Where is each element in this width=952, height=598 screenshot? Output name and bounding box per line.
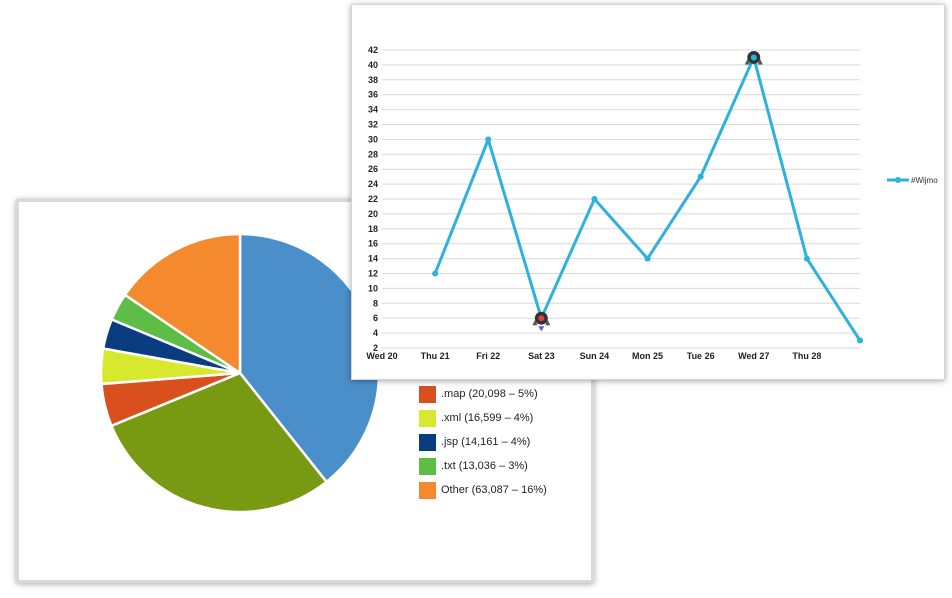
y-tick-label: 4 (373, 328, 378, 338)
y-tick-label: 6 (373, 313, 378, 323)
legend-label: .map (20,098 – 5%) (441, 388, 538, 400)
y-tick-label: 42 (368, 45, 378, 55)
pie-slice-6 (123, 232, 242, 376)
legend-label: .jsp (14,161 – 4%) (441, 436, 531, 448)
y-tick-label: 16 (368, 239, 378, 249)
legend-swatch (419, 409, 436, 427)
y-tick-label: 18 (368, 224, 378, 234)
data-point (591, 196, 598, 202)
x-tick-label: Tue 26 (687, 351, 715, 361)
data-point (697, 173, 704, 180)
y-tick-label: 2 (373, 343, 378, 353)
data-point (857, 337, 863, 344)
legend-swatch (419, 457, 436, 475)
x-tick-label: Thu 28 (792, 351, 821, 361)
x-tick-label: Thu 21 (421, 351, 450, 361)
legend-swatch (419, 433, 436, 451)
x-tick-label: Sun 24 (580, 351, 610, 361)
pie-chart (99, 232, 381, 514)
max-marker (744, 50, 763, 65)
line-chart-card: 2 4 6 8 10 12 14 16 18 20 22 24 26 28 30 32 34 36 38 40 42 We… (351, 4, 945, 380)
x-tick-label: Mon 25 (632, 351, 663, 361)
y-tick-label: 20 (368, 209, 378, 219)
pie-slice-1 (109, 371, 329, 514)
data-point (644, 255, 651, 262)
y-tick-label: 38 (368, 75, 378, 85)
y-tick-label: 22 (368, 194, 378, 204)
x-tick-label: Wed 20 (366, 351, 397, 361)
legend-label: .txt (13,036 – 3%) (441, 460, 528, 472)
y-tick-label: 40 (368, 60, 378, 70)
y-tick-label: 32 (368, 120, 378, 130)
min-marker (532, 311, 551, 332)
line-legend-label: #Wijmo (911, 176, 938, 185)
y-tick-label: 26 (368, 164, 378, 174)
x-tick-label: Fri 22 (476, 351, 500, 361)
x-tick-label: Wed 27 (738, 351, 769, 361)
y-tick-label: 34 (368, 105, 378, 115)
line-chart: 24681012141618202224262830323436384042We… (366, 45, 938, 361)
y-tick-label: 24 (368, 179, 378, 189)
y-tick-label: 12 (368, 269, 378, 279)
legend-label: .xml (16,599 – 4%) (441, 412, 534, 424)
y-tick-label: 8 (373, 298, 378, 308)
data-point (803, 255, 810, 262)
pie-legend-item: .map (20,098 – 5%) (419, 385, 538, 403)
y-tick-label: 10 (368, 283, 378, 293)
line-legend-marker (895, 177, 901, 183)
pie-legend-item: Other (63,087 – 16%) (419, 481, 547, 499)
data-point (485, 136, 492, 143)
legend-swatch (419, 481, 436, 499)
pie-legend-item: .xml (16,599 – 4%) (419, 409, 533, 427)
legend-label: Other (63,087 – 16%) (441, 484, 547, 496)
pie-legend-item: .jsp (14,161 – 4%) (419, 433, 530, 451)
y-tick-label: 28 (368, 149, 378, 159)
y-tick-label: 30 (368, 134, 378, 144)
y-tick-label: 14 (368, 254, 378, 264)
y-tick-label: 36 (368, 90, 378, 100)
data-point (432, 270, 439, 277)
pie-legend-item: .txt (13,036 – 3%) (419, 457, 528, 475)
legend-swatch (419, 385, 436, 403)
x-tick-label: Sat 23 (528, 351, 555, 361)
